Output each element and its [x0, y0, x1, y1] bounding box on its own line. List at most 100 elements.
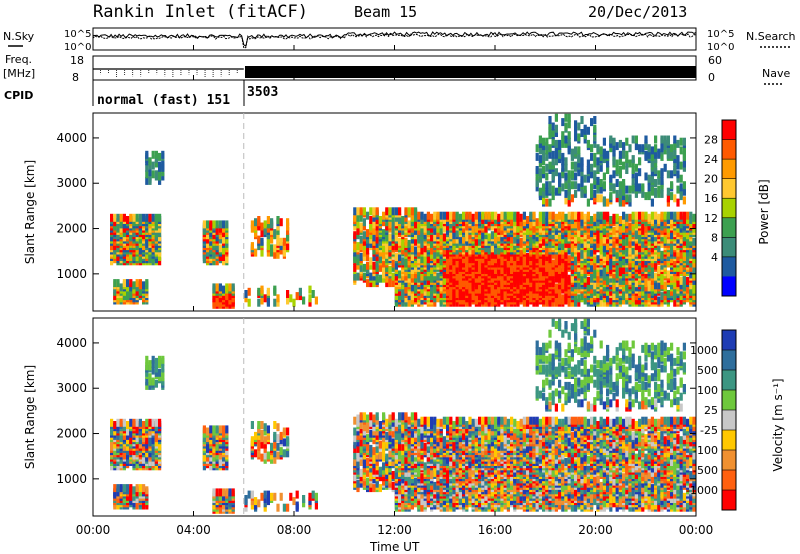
range-gate-cell [385, 222, 389, 231]
range-gate-cell [558, 220, 562, 229]
range-gate-cell [442, 224, 446, 233]
range-gate-cell [654, 187, 658, 196]
range-gate-cell [526, 226, 530, 235]
range-gate-cell [558, 239, 562, 248]
range-gate-cell [586, 239, 590, 248]
range-gate-cell [660, 250, 664, 259]
range-gate-cell [606, 242, 610, 251]
range-gate-cell [414, 220, 418, 229]
range-gate-cell [644, 135, 648, 144]
range-gate-cell [625, 137, 629, 146]
range-gate-cell [561, 211, 565, 220]
range-gate-cell [465, 226, 469, 235]
range-gate-cell [218, 244, 222, 253]
range-gate-cell [548, 150, 552, 159]
range-gate-cell [484, 244, 488, 253]
range-gate-cell [126, 290, 130, 298]
range-gate-cell [551, 185, 555, 194]
range-gate-cell [391, 207, 395, 216]
range-gate-cell [634, 142, 638, 151]
range-gate-cell [388, 279, 392, 288]
range-gate-cell [542, 235, 546, 244]
range-gate-cell [548, 161, 552, 170]
range-gate-cell [590, 144, 594, 153]
range-gate-cell [439, 220, 443, 229]
range-gate-cell [570, 194, 574, 203]
range-gate-cell [634, 279, 638, 288]
range-gate-cell [206, 427, 210, 436]
range-gate-cell [593, 222, 597, 231]
range-gate-cell [362, 237, 366, 246]
range-gate-cell [474, 216, 478, 224]
range-gate-cell [679, 146, 683, 155]
range-gate-cell [490, 222, 494, 231]
range-gate-cell [257, 242, 261, 251]
range-gate-cell [634, 231, 638, 240]
range-gate-cell [526, 253, 530, 261]
range-gate-cell [161, 172, 165, 181]
range-gate-cell [145, 279, 149, 288]
range-gate-cell [593, 194, 597, 203]
range-gate-cell [119, 418, 123, 427]
range-gate-cell [468, 235, 472, 244]
range-gate-cell [417, 211, 421, 220]
range-gate-cell [638, 211, 642, 220]
range-gate-cell [151, 377, 155, 386]
range-gate-cell [484, 237, 488, 246]
range-gate-cell [471, 246, 475, 255]
range-gate-cell [564, 135, 568, 144]
range-gate-cell [638, 183, 642, 192]
range-gate-cell [625, 276, 629, 285]
range-gate-cell [628, 246, 632, 255]
range-gate-cell [586, 198, 590, 207]
range-gate-cell [500, 292, 504, 301]
range-gate-cell [404, 294, 408, 303]
range-gate-cell [215, 233, 219, 242]
range-gate-cell [382, 259, 386, 268]
range-gate-cell [522, 233, 526, 242]
range-gate-cell [554, 168, 558, 177]
range-gate-cell [650, 211, 654, 220]
range-gate-cell [289, 294, 293, 303]
range-gate-cell [426, 276, 430, 285]
range-gate-cell [484, 257, 488, 266]
range-gate-cell [602, 270, 606, 279]
range-gate-cell [625, 290, 629, 298]
range-gate-cell [369, 235, 373, 244]
range-gate-cell [590, 189, 594, 198]
range-gate-cell [599, 194, 603, 203]
range-gate-cell [682, 211, 686, 220]
range-gate-cell [142, 231, 146, 240]
range-gate-cell [561, 268, 565, 277]
range-gate-cell [270, 235, 274, 244]
range-gate-cell [519, 248, 523, 257]
range-gate-cell [359, 207, 363, 216]
range-gate-cell [161, 159, 165, 168]
range-gate-cell [599, 163, 603, 172]
range-gate-cell [586, 159, 590, 168]
range-gate-cell [369, 216, 373, 224]
range-gate-cell [561, 118, 565, 127]
range-gate-cell [375, 244, 379, 253]
range-gate-cell [426, 272, 430, 281]
range-gate-cell [628, 194, 632, 203]
range-gate-cell [209, 220, 213, 229]
range-gate-cell [113, 484, 117, 493]
range-gate-cell [577, 270, 581, 279]
range-gate-cell [148, 172, 152, 181]
range-gate-cell [634, 246, 638, 255]
range-gate-cell [151, 355, 155, 364]
range-gate-cell [583, 135, 587, 144]
range-gate-cell [551, 161, 555, 170]
range-gate-cell [618, 157, 622, 166]
cpid-segment-1: normal (fast) 151 [97, 93, 230, 108]
range-gate-cell [542, 216, 546, 224]
range-gate-cell [574, 298, 578, 307]
range-gate-cell [462, 211, 466, 220]
range-gate-cell [670, 170, 674, 179]
range-gate-cell [222, 257, 226, 266]
range-gate-cell [622, 179, 626, 187]
range-gate-cell [276, 250, 280, 259]
range-gate-cell [676, 139, 680, 148]
range-gate-cell [154, 357, 158, 366]
